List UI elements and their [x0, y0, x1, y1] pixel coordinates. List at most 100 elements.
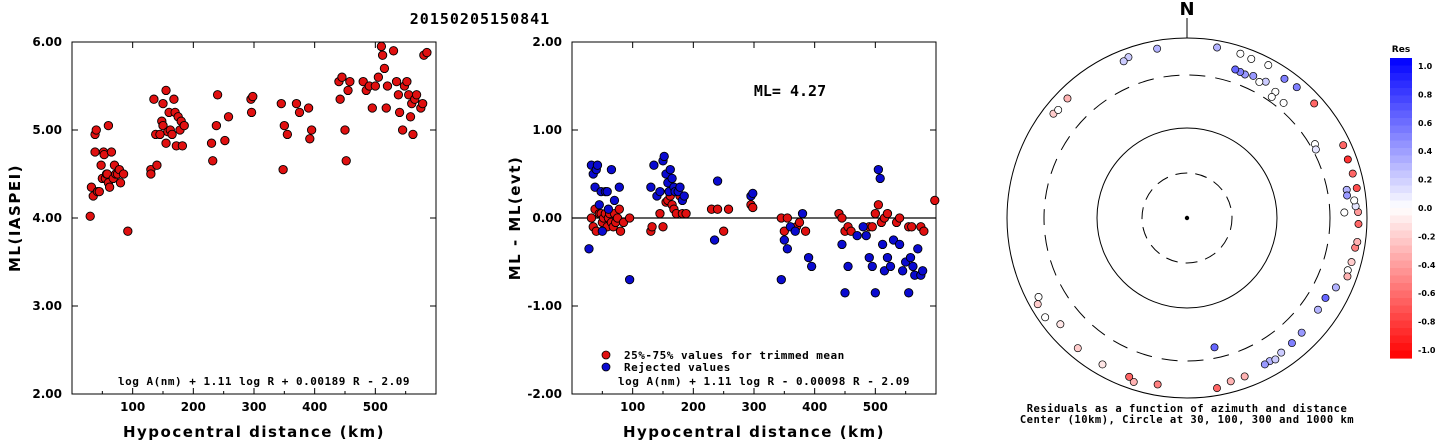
residual-point: [1353, 237, 1362, 246]
data-point: [873, 200, 884, 210]
x-tick-label: 500: [363, 400, 388, 414]
residual-point: [1255, 78, 1264, 86]
x-tick-label: 400: [802, 400, 827, 414]
data-point: [597, 226, 607, 236]
residual-point: [1352, 184, 1361, 193]
colorbar-swatch: [1390, 58, 1412, 67]
data-point: [647, 222, 657, 232]
residual-point: [1297, 328, 1306, 337]
legend-swatch-rejected: [601, 362, 611, 372]
data-point: [278, 164, 288, 175]
data-point: [882, 208, 893, 219]
colorbar-swatch: [1390, 245, 1412, 254]
data-point: [118, 169, 129, 179]
data-point: [614, 204, 624, 214]
data-point: [161, 138, 171, 148]
data-point: [379, 63, 390, 74]
data-point: [345, 76, 355, 87]
data-point: [370, 81, 380, 91]
residual-point: [1056, 320, 1065, 329]
data-point: [712, 204, 723, 214]
residual-point: [1348, 169, 1357, 178]
colorbar-swatch: [1390, 148, 1412, 157]
data-point: [85, 211, 95, 221]
y-tick-label: 2.00: [532, 35, 562, 49]
residual-point: [1279, 98, 1288, 107]
data-point: [803, 252, 814, 263]
colorbar-swatch: [1390, 88, 1412, 97]
data-point: [894, 213, 905, 223]
data-point: [658, 222, 668, 232]
residual-point: [1041, 313, 1050, 322]
colorbar-swatch: [1390, 230, 1412, 239]
colorbar-swatch: [1390, 350, 1412, 359]
data-point: [393, 90, 404, 100]
colorbar-swatch: [1390, 185, 1412, 194]
residual-point: [1343, 191, 1352, 200]
residual-point: [1343, 155, 1352, 164]
north-label: N: [1179, 0, 1194, 20]
data-point: [864, 252, 874, 263]
panel-ml-residual: 100 200 300 400 500 -2.00 -1.00 0.00 1.00 2.00 ML…: [506, 35, 940, 441]
data-point: [418, 98, 428, 109]
x-tick-label: 200: [181, 400, 206, 414]
residual-point: [1240, 372, 1249, 381]
data-point: [149, 94, 159, 104]
data-point: [382, 81, 393, 91]
colorbar-swatch: [1390, 305, 1412, 314]
colorbar-swatch: [1390, 140, 1412, 149]
x-tick-label: 300: [241, 400, 266, 414]
data-point: [614, 182, 624, 192]
data-point: [930, 195, 940, 206]
data-point: [861, 230, 871, 241]
data-point: [782, 244, 793, 254]
data-point: [624, 274, 635, 285]
data-point: [806, 261, 817, 272]
data-point: [208, 156, 218, 166]
colorbar-swatch: [1390, 253, 1412, 262]
data-point: [858, 222, 868, 232]
data-point: [894, 239, 905, 250]
data-point: [800, 226, 811, 236]
colorbar-swatch: [1390, 80, 1412, 89]
data-point: [655, 208, 665, 219]
data-point: [291, 98, 302, 109]
residual-point: [1119, 57, 1128, 66]
residual-point: [1231, 65, 1240, 74]
data-point: [161, 85, 171, 96]
data-point: [306, 125, 317, 135]
data-point: [106, 147, 117, 157]
caption-line-2: Center (10km), Circle at 30, 100, 300 an…: [1020, 414, 1354, 426]
data-point: [341, 156, 351, 166]
residual-point: [1264, 61, 1273, 70]
data-point: [875, 173, 885, 184]
data-point: [177, 141, 188, 151]
data-point: [681, 208, 691, 219]
data-point: [303, 103, 314, 113]
data-point: [840, 288, 850, 298]
data-point: [779, 235, 789, 245]
residual-point: [1354, 220, 1363, 228]
residual-point: [1287, 339, 1296, 348]
x-axis-label-2: Hypocentral distance (km): [623, 423, 885, 441]
data-points-1: [85, 41, 432, 236]
data-point: [158, 120, 168, 131]
data-point: [155, 129, 165, 140]
data-point: [602, 186, 612, 197]
axes-ticks-1: 100 200 300 400 500 2.00 3.00 4.00 5.00 6.00: [32, 35, 436, 414]
y-tick-label: 0.00: [532, 211, 562, 225]
axes-ticks-2: 100 200 300 400 500 -2.00 -1.00 0.00 1.00 2.00: [527, 35, 936, 414]
data-point: [913, 244, 923, 254]
data-point: [211, 120, 222, 131]
data-point: [248, 91, 258, 102]
ring-300km: [1043, 74, 1331, 362]
colorbar-label: 0.6: [1418, 119, 1433, 128]
data-point: [843, 261, 853, 272]
data-point: [373, 72, 384, 82]
data-point: [279, 120, 289, 131]
data-point: [376, 41, 387, 52]
y-tick-label: 6.00: [32, 35, 62, 49]
colorbar-label: -0.6: [1418, 289, 1436, 298]
colorbar-label: 0.2: [1418, 176, 1432, 185]
colorbar-swatch: [1390, 95, 1412, 104]
